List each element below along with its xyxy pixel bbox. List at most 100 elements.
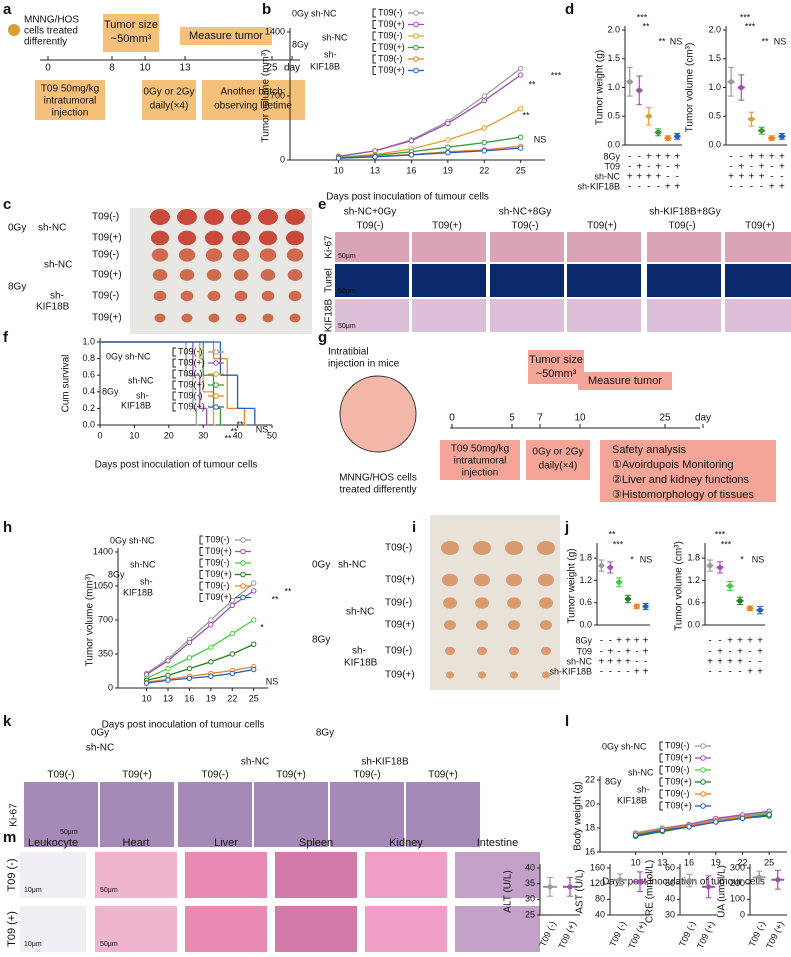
condition-sign: - (626, 667, 629, 678)
y-tick-label: 0 (280, 154, 285, 164)
condition-sign: - (708, 636, 711, 647)
condition-sign: - (644, 657, 647, 668)
box (490, 232, 564, 262)
legend-marker (213, 382, 219, 388)
x-tick-label: 22 (479, 165, 489, 175)
y-axis-label: CRE (mmol/L) (645, 860, 656, 923)
box (178, 782, 252, 847)
condition-sign: + (727, 657, 733, 668)
y-tick-label: 160 (590, 862, 605, 872)
significance: ** (608, 529, 616, 539)
series-line (338, 74, 522, 157)
significance: NS (534, 134, 547, 144)
y-tick-label: 0.0 (82, 419, 95, 429)
label: KIF18B (324, 299, 335, 333)
tumor (231, 230, 251, 246)
point (518, 72, 524, 78)
y-tick-label: 1.2 (687, 575, 700, 585)
legend-group: 8Gy (605, 776, 622, 786)
label: Tumor size (104, 19, 158, 31)
label: T09(-) (92, 250, 119, 261)
condition-sign: - (728, 647, 731, 658)
condition-sign: + (625, 657, 631, 668)
tumor (150, 209, 170, 225)
significance: ** (236, 419, 244, 429)
legend-bracket (372, 31, 376, 41)
condition-sign: + (737, 657, 743, 668)
label: Ki-67 (9, 803, 20, 827)
y-axis-label: Tumor volume (cm³) (674, 541, 685, 631)
label: sh-NC (338, 560, 366, 571)
box (647, 232, 721, 262)
condition-sign: + (655, 172, 661, 183)
box (335, 299, 409, 332)
point (208, 659, 214, 665)
x-tick-label: 25 (516, 165, 526, 175)
series-line (338, 136, 521, 159)
mean-dot (567, 884, 573, 890)
y-tick-label: 1.8 (579, 553, 592, 563)
y-tick-label: 0 (740, 909, 745, 919)
panel-letter: l (565, 713, 569, 730)
tumor (258, 209, 278, 225)
label: 50μm (60, 829, 78, 836)
tumor (474, 573, 490, 587)
mean-dot (757, 607, 763, 613)
legend-marker (240, 548, 246, 555)
significance: NS (774, 36, 787, 46)
condition-sign: + (779, 152, 785, 163)
legend-bracket (372, 20, 376, 29)
panel-letter: b (262, 1, 271, 18)
label: KIF18B (344, 658, 378, 669)
point (659, 827, 666, 834)
legend-bracket (172, 369, 176, 379)
legend-bracket (172, 347, 176, 357)
box (455, 906, 540, 952)
label: 7 (537, 413, 543, 424)
x-tick-label: 16 (406, 165, 416, 175)
label: sh- (352, 646, 366, 657)
tumor (231, 209, 251, 225)
mean-dot (747, 605, 753, 611)
tumor (475, 597, 489, 609)
condition-sign: - (628, 152, 631, 163)
condition-sign: - (770, 172, 773, 183)
point (518, 106, 524, 112)
x-tick-label: 10 (142, 693, 152, 703)
condition-sign: + (627, 172, 633, 183)
legend-group: sh- (140, 576, 153, 586)
label: T09(-) (356, 221, 383, 232)
y-tick-label: 700 (270, 90, 285, 100)
tumor (151, 248, 169, 262)
condition-sign: + (636, 172, 642, 183)
tumor (153, 290, 167, 302)
legend-label: T09(+) (378, 19, 405, 29)
label: 50μm (338, 253, 356, 260)
legend-label: T09(+) (378, 65, 405, 75)
y-tick-label: 0.4 (82, 386, 95, 396)
significance: *** (637, 12, 648, 22)
label: sh-NC (346, 607, 374, 618)
mean-dot (642, 603, 649, 610)
y-axis-label: Tumor volume (mm³) (85, 574, 96, 667)
legend-label: T09(+) (205, 546, 232, 556)
x-tick-label: 10 (334, 165, 344, 175)
legend-bracket (372, 8, 376, 18)
y-tick-label: 22 (585, 774, 595, 784)
legend-group: sh- (136, 390, 149, 400)
tumor (508, 620, 520, 630)
condition-sign: + (748, 152, 754, 163)
tumor (476, 620, 488, 630)
condition-sign: - (617, 647, 620, 658)
label: T09(+) (587, 221, 617, 232)
label: 0 (449, 413, 455, 424)
y-tick-label: 0.6 (579, 597, 592, 607)
label: 0Gy or 2Gy (532, 447, 583, 458)
point (481, 97, 487, 104)
significance: *** (721, 539, 732, 549)
series-line (146, 619, 255, 679)
x-tick-label: 20 (164, 430, 174, 440)
point (686, 824, 692, 830)
point (518, 145, 524, 151)
tumor (506, 573, 522, 587)
